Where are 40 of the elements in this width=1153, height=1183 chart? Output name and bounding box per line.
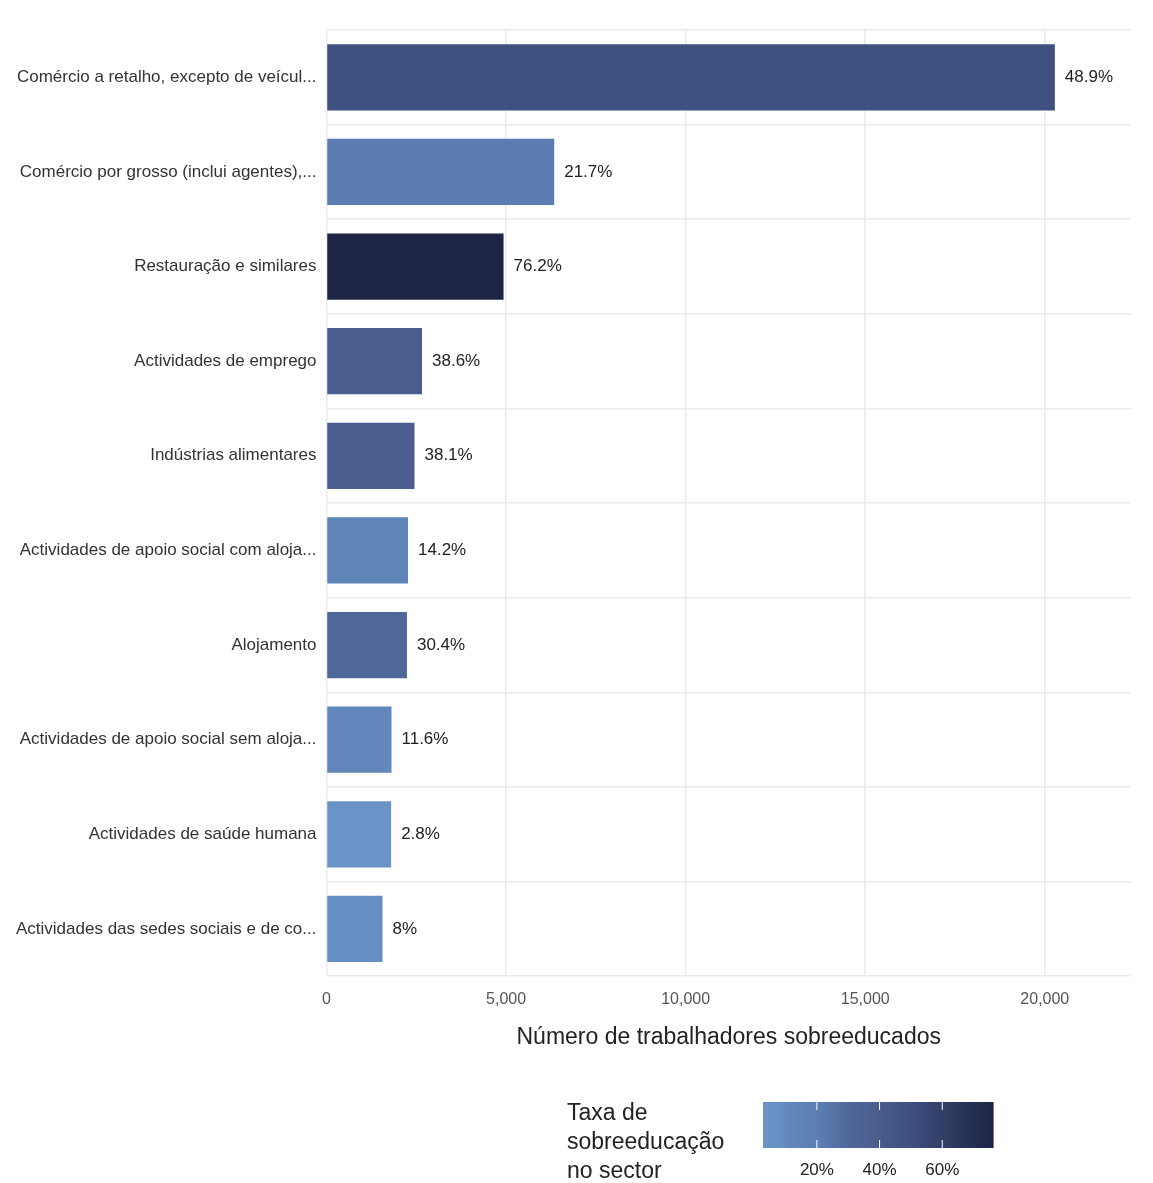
y-tick-label: Actividades de emprego [134,350,317,370]
annotation: 21.7% [564,161,613,181]
y-tick-label: Actividades de apoio social com aloja... [19,540,317,560]
annotation: 38.1% [424,445,473,465]
annotation: 14.2% [418,540,467,560]
annotation: 38.6% [432,350,481,370]
y-tick-label: Actividades de saúde humana [88,823,318,843]
annotation: 11.6% [401,729,449,749]
annotation: 76.2% [513,256,562,276]
bar [327,422,415,489]
x-tick-label: 0 [322,990,332,1008]
bar [327,895,383,963]
y-tick-label: Alojamento [231,634,317,654]
annotation: 48.9% [1064,67,1114,86]
y-tick-label: Restauração e similares [134,256,317,276]
bar [327,801,392,868]
color-bar-label: 60% [925,1159,960,1179]
x-axis-title: Número de trabalhadores sobreeducados [516,1022,941,1049]
bar [327,611,407,679]
y-tick-label: Actividades das sedes sociais e de co... [16,918,317,938]
bar [327,328,423,395]
y-tick-label: Comércio a retalho, excepto de veícul... [16,67,317,86]
color-bar-title: Taxa de sobreeducação no sector [567,1099,725,1183]
annotation: 30.4% [416,634,466,654]
annotation: 8% [392,918,418,938]
y-tick-label: Actividades de apoio social sem aloja... [19,729,317,749]
annotation: 2.8% [401,823,440,843]
bar [327,233,504,300]
color-bar-label: 40% [862,1159,897,1179]
x-tick-label: 15,000 [840,990,890,1008]
bar [327,517,409,584]
color-bar-label: 20% [799,1159,834,1179]
bar [327,706,392,773]
y-tick-label: Comércio por grosso (inclui agentes),... [19,161,317,181]
x-tick-label: 20,000 [1020,990,1070,1008]
bar [327,138,555,206]
x-tick-label: 5,000 [486,990,527,1008]
x-tick-label: 10,000 [661,990,711,1008]
bar [327,44,1055,111]
y-tick-label: Indústrias alimentares [150,445,317,465]
